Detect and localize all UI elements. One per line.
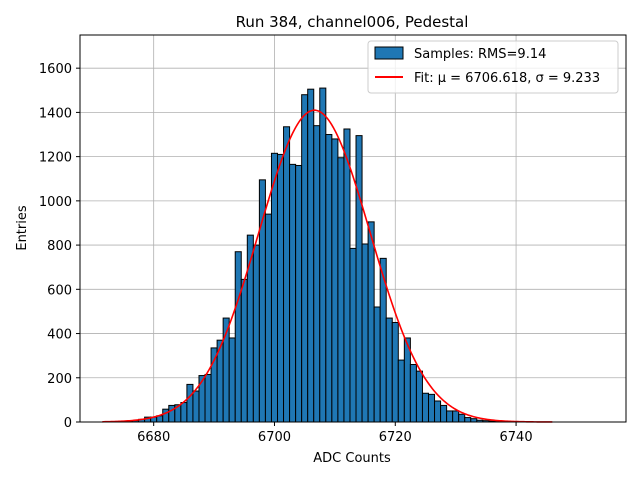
- histogram-bar: [301, 94, 309, 423]
- y-axis: 0 200 400 600 800 1000 1200 1400 1600: [39, 62, 80, 431]
- histogram-bar: [343, 128, 351, 423]
- histogram-bar: [421, 392, 429, 423]
- histogram-bar: [434, 400, 442, 423]
- histogram-bar: [168, 404, 176, 423]
- y-tick-label: 1600: [39, 62, 72, 77]
- y-tick-label: 400: [47, 328, 72, 343]
- y-tick-label: 1200: [39, 151, 72, 166]
- histogram-bar: [367, 221, 375, 423]
- histogram-bar: [464, 417, 472, 423]
- histogram-bar: [313, 125, 321, 423]
- x-tick-label: 6720: [379, 430, 412, 445]
- histogram-bar: [192, 390, 200, 423]
- histogram-bar: [452, 410, 460, 423]
- y-tick-label: 200: [47, 372, 72, 387]
- histogram-bar: [355, 135, 363, 423]
- y-tick-label: 1400: [39, 106, 72, 121]
- legend-label-samples: Samples: RMS=9.14: [414, 47, 546, 62]
- y-tick-label: 0: [64, 416, 72, 431]
- histogram-bar: [319, 87, 327, 423]
- histogram-bar: [283, 126, 291, 423]
- histogram-bar: [252, 244, 260, 423]
- histogram-bar: [186, 383, 194, 423]
- histogram-bar: [458, 413, 466, 423]
- x-tick-label: 6700: [258, 430, 291, 445]
- histogram-bar: [325, 134, 333, 423]
- histogram-bar: [391, 321, 399, 423]
- histogram-bar: [180, 402, 188, 423]
- fit-line: [102, 109, 553, 423]
- y-axis-title: Entries: [15, 205, 30, 251]
- histogram-bar: [289, 163, 297, 423]
- x-tick-label: 6740: [500, 430, 533, 445]
- histogram-bar: [349, 247, 357, 423]
- histogram-bars: [126, 87, 502, 423]
- legend-label-fit: Fit: μ = 6706.618, σ = 9.233: [414, 71, 600, 86]
- x-axis: 6680 6700 6720 6740: [137, 422, 533, 445]
- x-axis-title: ADC Counts: [313, 451, 391, 466]
- histogram-bar: [258, 179, 266, 423]
- y-tick-label: 600: [47, 283, 72, 298]
- x-tick-label: 6680: [137, 430, 170, 445]
- histogram-bar: [409, 364, 417, 423]
- histogram-bar: [204, 373, 212, 423]
- histogram-bar: [385, 317, 393, 423]
- histogram-bar: [234, 251, 242, 423]
- y-tick-label: 800: [47, 239, 72, 254]
- histogram-bar: [228, 337, 236, 423]
- y-tick-label: 1000: [39, 195, 72, 210]
- histogram-bar: [337, 157, 345, 423]
- legend-frame: [367, 40, 619, 94]
- histogram-bar: [361, 243, 369, 423]
- histogram-bar: [162, 408, 170, 423]
- histogram-bar: [307, 88, 315, 423]
- legend: Samples: RMS=9.14 Fit: μ = 6706.618, σ =…: [367, 40, 619, 94]
- histogram-bar: [415, 370, 423, 423]
- histogram-bar: [277, 153, 285, 423]
- histogram-bar: [240, 278, 248, 423]
- histogram-bar: [264, 213, 272, 423]
- histogram-bar: [446, 410, 454, 423]
- histogram-bar: [373, 306, 381, 423]
- plot-frame: [79, 34, 627, 423]
- chart-title: Run 384, channel006, Pedestal: [236, 13, 469, 31]
- histogram-bar: [270, 152, 279, 423]
- fit-curve: [102, 109, 553, 423]
- legend-swatch-samples: [374, 46, 404, 60]
- histogram-bar: [397, 359, 405, 423]
- histogram-bar: [295, 164, 303, 423]
- histogram-bar: [427, 393, 436, 423]
- histogram-bar: [331, 138, 339, 423]
- histogram-bar: [440, 404, 448, 423]
